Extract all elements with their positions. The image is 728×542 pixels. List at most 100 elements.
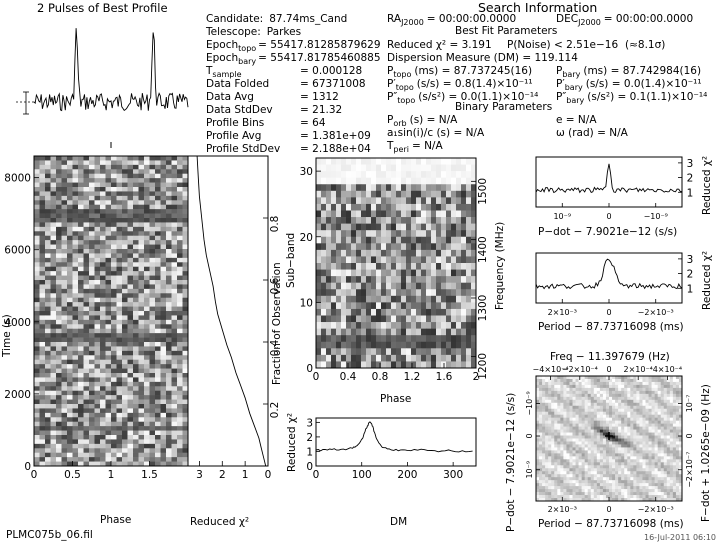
ecc-value: e = N/A: [556, 114, 597, 126]
param-profile-avg-value: = 1.381e+09: [300, 130, 371, 142]
asini-value: a₁sin(i)/c (s) = N/A: [387, 127, 485, 139]
param-profile-stddev-value: = 2.188e+04: [300, 143, 371, 155]
dm-ylabel: Reduced χ²: [286, 413, 298, 472]
sb-xtick: 0.8: [372, 371, 389, 383]
time-phase-plot: 0 0.5 1 1.5 0 2000 4000 6000 8000 Phase Time (s): [1, 155, 189, 526]
period-xlabel: Period − 87.73716098 (ms): [538, 321, 684, 333]
chi2t-ytick: 0.4: [269, 339, 281, 356]
ppdot-bottom-tick: −2×10⁻³: [638, 505, 674, 514]
tp-ytick: 4000: [4, 317, 31, 329]
ppdot-top-tick: 0: [606, 365, 611, 374]
tp-xtick: 1: [108, 469, 115, 481]
time-phase-ylabel: Time (s): [1, 314, 13, 358]
pddot-bary: P″bary (s/s²) = 0.1(1.1)×10⁻¹⁴: [556, 91, 707, 105]
tperi-value: Tperi = N/A: [386, 140, 443, 154]
date-stamp: 16-Jul-2011 06:10: [644, 533, 716, 542]
param-data-folded-value: = 67371008: [300, 78, 366, 90]
small-ytick: 2: [687, 173, 694, 185]
subband-xlabel: Phase: [380, 393, 411, 405]
sb-xtick: 0: [313, 371, 320, 383]
small-xtick: 0: [606, 308, 611, 317]
ppdot-left-tick: 10⁻⁹: [525, 461, 534, 479]
ppdot-right-tick: 0: [685, 433, 694, 438]
chi2-period-plot: 1 2 3 2×10⁻³ 0 −2×10⁻³ Period − 87.73716098 (…: [535, 251, 713, 333]
best-fit-title: Best Fit Parameters: [455, 25, 557, 37]
chi2t-ytick: 0.2: [269, 402, 281, 419]
chi2-time-ylabel: Fraction of Observation: [271, 262, 283, 385]
p-bary: Pbary (ms) = 87.742984(16): [556, 65, 701, 79]
param-profile-bins-value: = 64: [300, 117, 326, 129]
param-telescope: Telescope: Parkes: [205, 26, 301, 38]
candidate-params: Candidate: 87.74ms_Cand Telescope: Parkes …: [205, 13, 381, 155]
tp-xtick: 0: [31, 469, 38, 481]
sb-xtick: 2: [473, 371, 480, 383]
chi2-time-xlabel: Reduced χ²: [190, 516, 249, 528]
search-info: RAJ2000 = 00:00:00.0000 DECJ2000 = 00:00:0…: [386, 13, 707, 154]
small-xtick: 0: [606, 212, 611, 221]
sb-freq-tick: 1200: [477, 353, 489, 380]
param-tsample-value: = 0.000128: [300, 65, 362, 77]
chi2-period-line: [535, 258, 683, 290]
ppdot-ylabel-right: F−dot + 1.0265e−09 (Hz): [700, 384, 712, 522]
param-epoch-topo: Epochtopo = 55417.81285879629: [206, 39, 381, 53]
dm-xtick: 200: [397, 469, 417, 481]
dm-xtick: 100: [352, 469, 372, 481]
param-data-avg-value: = 1312: [300, 91, 339, 103]
sb-ytick: 0: [306, 363, 313, 375]
sigma-value: (≈8.1σ): [625, 39, 665, 51]
sb-xtick: 1.6: [436, 371, 453, 383]
tp-xtick: 1.5: [141, 469, 158, 481]
sb-freq-tick: 1400: [477, 236, 489, 263]
chi2t-ytick: 0.8: [269, 216, 281, 233]
small-ytick: 3: [687, 254, 694, 266]
dm-value: Dispersion Measure (DM) = 119.114: [387, 52, 578, 64]
sb-xtick: 1.2: [404, 371, 421, 383]
tp-xtick: 0.5: [64, 469, 81, 481]
ppdot-left-tick: 0: [525, 433, 534, 438]
small-xtick: −2×10⁻³: [638, 308, 674, 317]
p-pdot-plane: Freq − 11.397679 (Hz) −4×10⁻⁴−2×10⁻⁴ 0 2×1…: [505, 351, 712, 532]
small-ytick: 2: [687, 269, 694, 281]
param-data-stddev-label: Data StdDev: [206, 104, 273, 116]
tp-ytick: 8000: [4, 173, 31, 185]
ppdot-top-tick: 4×10⁻⁴: [653, 365, 682, 374]
small-xtick: −10⁻⁹: [644, 212, 668, 221]
chi2-time-line: [196, 155, 267, 467]
dm-ytick: 1: [306, 446, 313, 458]
filename: PLMC075b_06.fil: [6, 529, 93, 541]
small-xtick: 10⁻⁹: [553, 212, 571, 221]
sb-ytick: 30: [300, 166, 313, 178]
pulse-profile-plot: [16, 28, 189, 148]
param-tsample: Tsample: [205, 65, 242, 79]
dm-ytick: 3: [306, 417, 313, 429]
ppdot-bottom-tick: 2×10⁻³: [548, 505, 577, 514]
ra-value: RAJ2000 = 00:00:00.0000: [387, 13, 516, 27]
dm-xtick: 300: [443, 469, 463, 481]
ppdot-center-marker: [605, 432, 613, 440]
chi2t-xtick: 0: [265, 469, 272, 481]
param-epoch-bary: Epochbary = 55417.81785460885: [206, 52, 381, 66]
ppdot-left-tick: −10⁻⁹: [525, 391, 534, 415]
small-ytick: 1: [687, 283, 694, 295]
pulse-profile-line: [33, 28, 189, 112]
ppdot-top-tick: −2×10⁻⁴: [562, 365, 598, 374]
pdot-ylabel: Reduced χ²: [701, 156, 713, 215]
param-profile-stddev-label: Profile StdDev: [206, 143, 280, 155]
sb-ytick: 10: [300, 297, 313, 309]
p-noise-value: P(Noise) < 2.51e−16: [507, 39, 618, 51]
ppdot-right-tick: 10⁻⁷: [685, 395, 694, 413]
param-data-avg-label: Data Avg: [206, 91, 254, 103]
ppdot-bottom-tick: 0: [606, 505, 611, 514]
sb-freq-tick: 1300: [477, 295, 489, 322]
ppdot-title: Freq − 11.397679 (Hz): [550, 351, 670, 363]
subband-ylabel: Sub−band: [285, 233, 297, 288]
chi2-pdot-line: [535, 163, 683, 194]
pdot-xlabel: P−dot − 7.9021e−12 (s/s): [538, 226, 677, 238]
freq-ylabel: Frequency (MHz): [494, 222, 506, 310]
time-phase-xlabel: Phase: [100, 514, 131, 526]
chi2t-ytick: 0.6: [269, 277, 281, 294]
tp-ytick: 2000: [4, 389, 31, 401]
